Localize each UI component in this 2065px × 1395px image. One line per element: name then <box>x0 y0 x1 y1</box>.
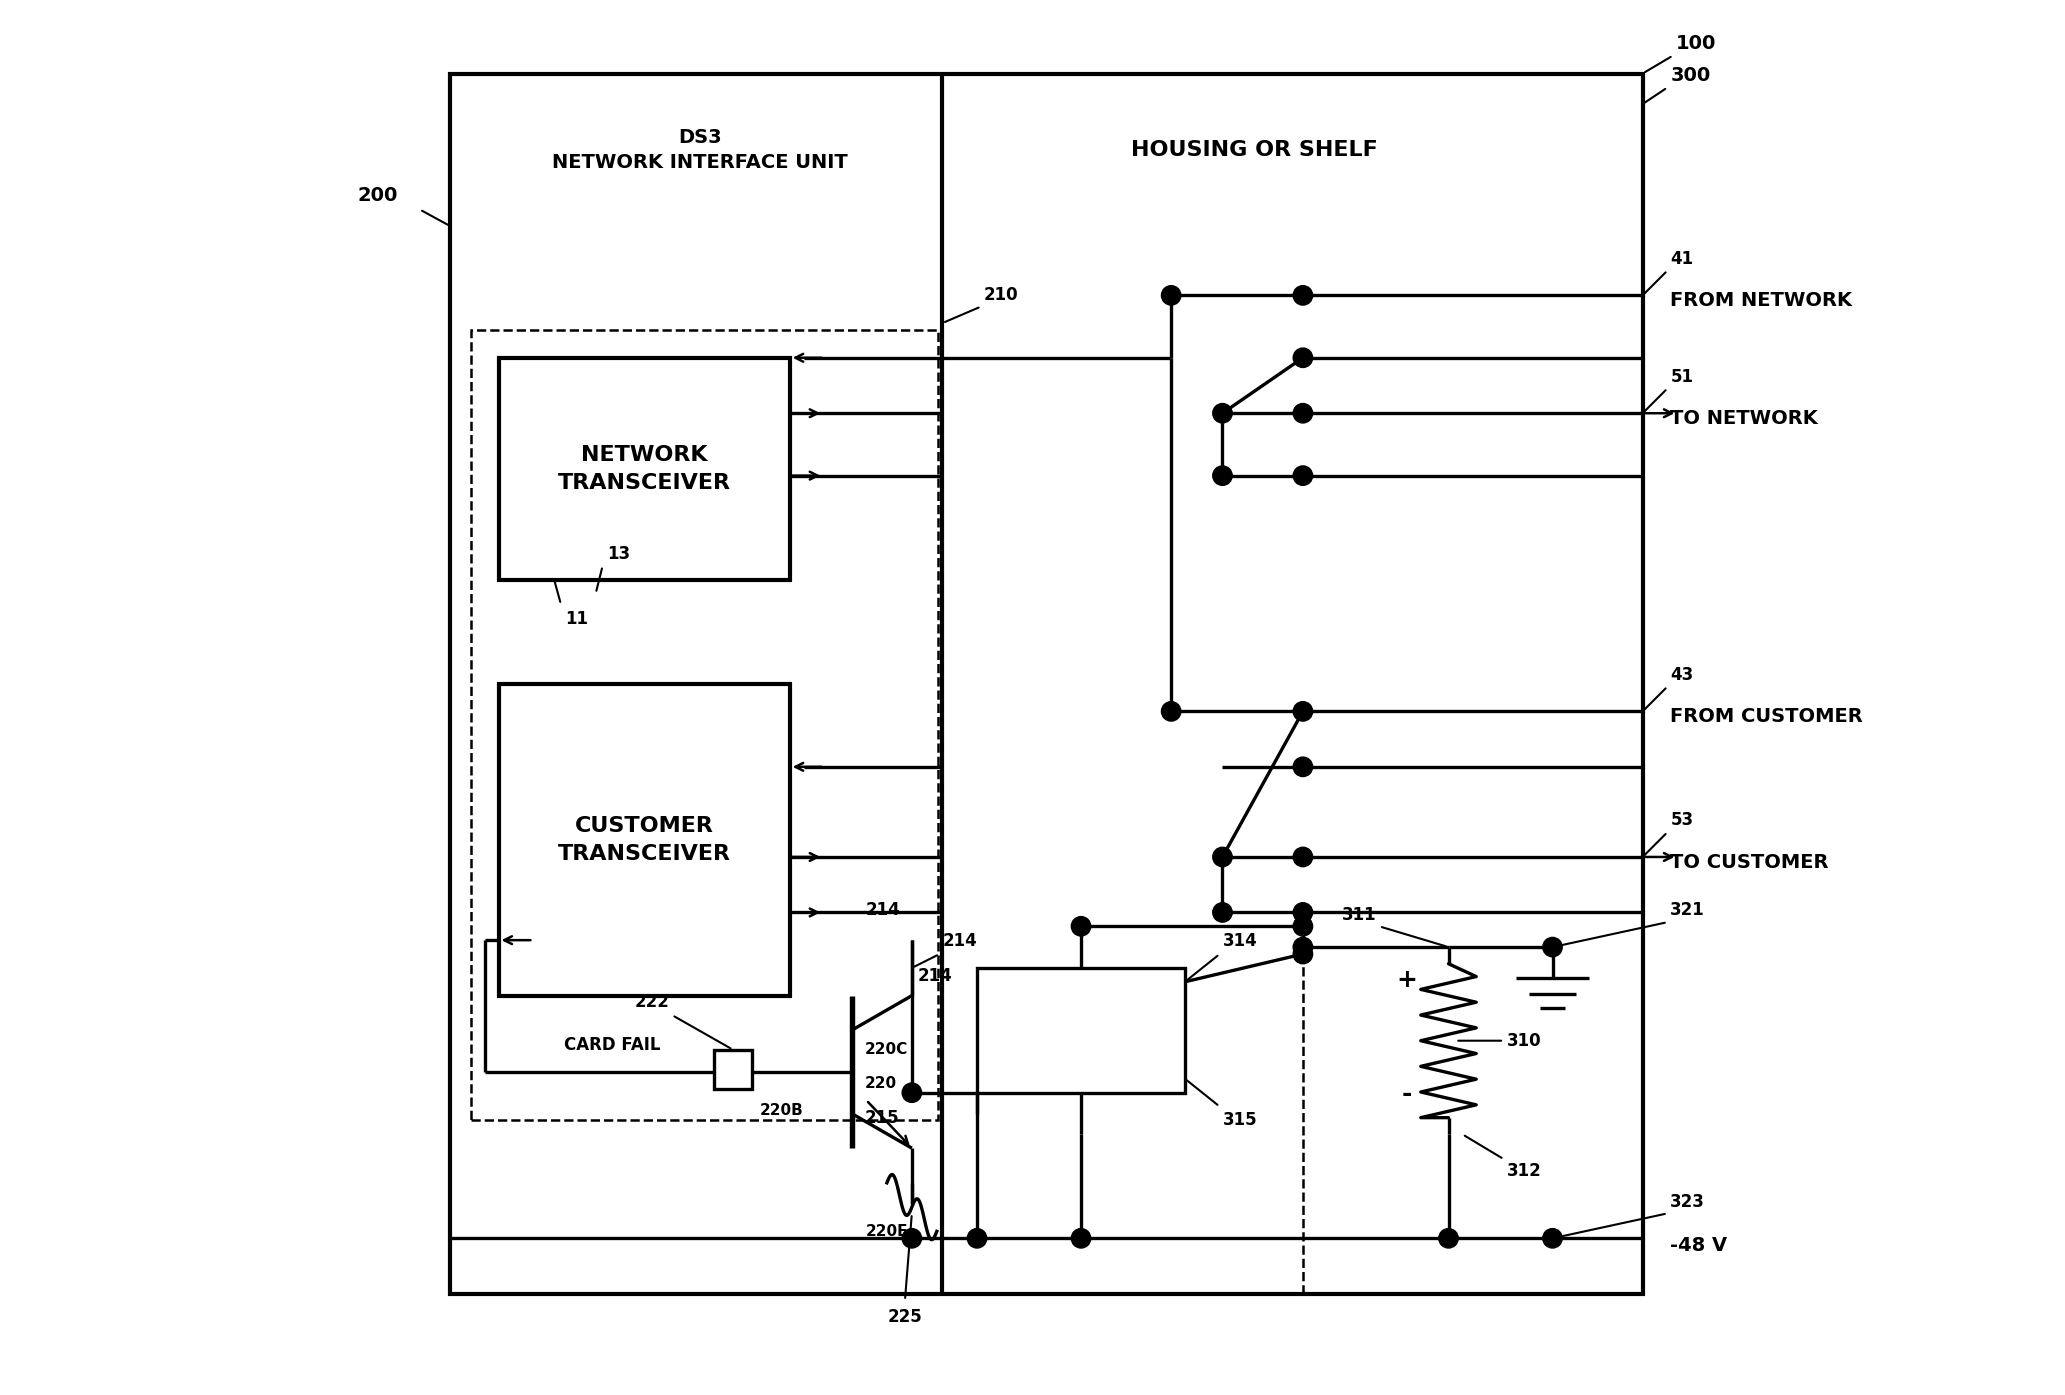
Circle shape <box>1439 1229 1458 1249</box>
Text: 314: 314 <box>1222 932 1258 950</box>
Text: 311: 311 <box>1342 905 1377 923</box>
Text: 210: 210 <box>983 286 1018 304</box>
Text: 200: 200 <box>357 187 396 205</box>
Circle shape <box>966 1229 987 1249</box>
Text: 220E: 220E <box>865 1225 909 1239</box>
Text: 215: 215 <box>865 1109 900 1127</box>
Text: FROM NETWORK: FROM NETWORK <box>1671 292 1852 310</box>
Text: 214: 214 <box>942 932 977 950</box>
Bar <box>498 684 789 996</box>
Text: 13: 13 <box>607 545 630 564</box>
Circle shape <box>1543 1229 1563 1249</box>
Circle shape <box>1293 847 1313 866</box>
Text: 214: 214 <box>865 901 900 919</box>
Circle shape <box>902 1083 921 1102</box>
Text: CARD FAIL: CARD FAIL <box>564 1036 661 1053</box>
Text: 323: 323 <box>1671 1193 1706 1211</box>
Text: 225: 225 <box>888 1307 923 1325</box>
Text: 321: 321 <box>1671 901 1706 919</box>
Text: -: - <box>1402 1083 1412 1106</box>
Circle shape <box>1293 466 1313 485</box>
Text: 53: 53 <box>1671 812 1693 829</box>
Text: HOUSING OR SHELF: HOUSING OR SHELF <box>1132 140 1377 160</box>
Circle shape <box>1212 847 1233 866</box>
Circle shape <box>1212 903 1233 922</box>
Circle shape <box>1293 702 1313 721</box>
Text: 310: 310 <box>1507 1032 1540 1049</box>
Bar <box>450 74 1642 1293</box>
Text: 312: 312 <box>1507 1162 1540 1180</box>
Text: 220B: 220B <box>760 1102 803 1117</box>
Bar <box>714 1049 752 1088</box>
Bar <box>498 357 789 580</box>
Text: 220C: 220C <box>865 1042 909 1056</box>
Text: 214: 214 <box>917 967 952 985</box>
Text: DS3
NETWORK INTERFACE UNIT: DS3 NETWORK INTERFACE UNIT <box>551 128 847 172</box>
Bar <box>471 331 938 1120</box>
Circle shape <box>1161 286 1181 306</box>
Text: +: + <box>1396 968 1417 992</box>
Text: TO NETWORK: TO NETWORK <box>1671 409 1817 428</box>
Bar <box>977 968 1185 1092</box>
Circle shape <box>1212 466 1233 485</box>
Circle shape <box>902 1229 921 1249</box>
Circle shape <box>1072 1229 1090 1249</box>
Text: -48 V: -48 V <box>1671 1236 1728 1254</box>
Circle shape <box>1293 937 1313 957</box>
Text: TO CUSTOMER: TO CUSTOMER <box>1671 852 1830 872</box>
Text: 43: 43 <box>1671 665 1693 684</box>
Circle shape <box>1543 937 1563 957</box>
Text: 11: 11 <box>566 610 589 628</box>
Text: 220: 220 <box>865 1076 896 1091</box>
Text: 222: 222 <box>634 993 669 1011</box>
Circle shape <box>1293 944 1313 964</box>
Text: 41: 41 <box>1671 250 1693 268</box>
Text: CUSTOMER
TRANSCEIVER: CUSTOMER TRANSCEIVER <box>558 816 731 864</box>
Circle shape <box>1293 286 1313 306</box>
Circle shape <box>1072 917 1090 936</box>
Circle shape <box>1293 403 1313 423</box>
Circle shape <box>1293 917 1313 936</box>
Circle shape <box>1293 903 1313 922</box>
Text: 300: 300 <box>1671 66 1710 85</box>
Circle shape <box>1212 403 1233 423</box>
Circle shape <box>1293 349 1313 367</box>
Text: 100: 100 <box>1677 33 1716 53</box>
Text: FROM CUSTOMER: FROM CUSTOMER <box>1671 707 1863 727</box>
Circle shape <box>1161 702 1181 721</box>
Text: 51: 51 <box>1671 367 1693 385</box>
Text: 315: 315 <box>1222 1110 1258 1129</box>
Circle shape <box>1293 757 1313 777</box>
Text: NETWORK
TRANSCEIVER: NETWORK TRANSCEIVER <box>558 445 731 492</box>
